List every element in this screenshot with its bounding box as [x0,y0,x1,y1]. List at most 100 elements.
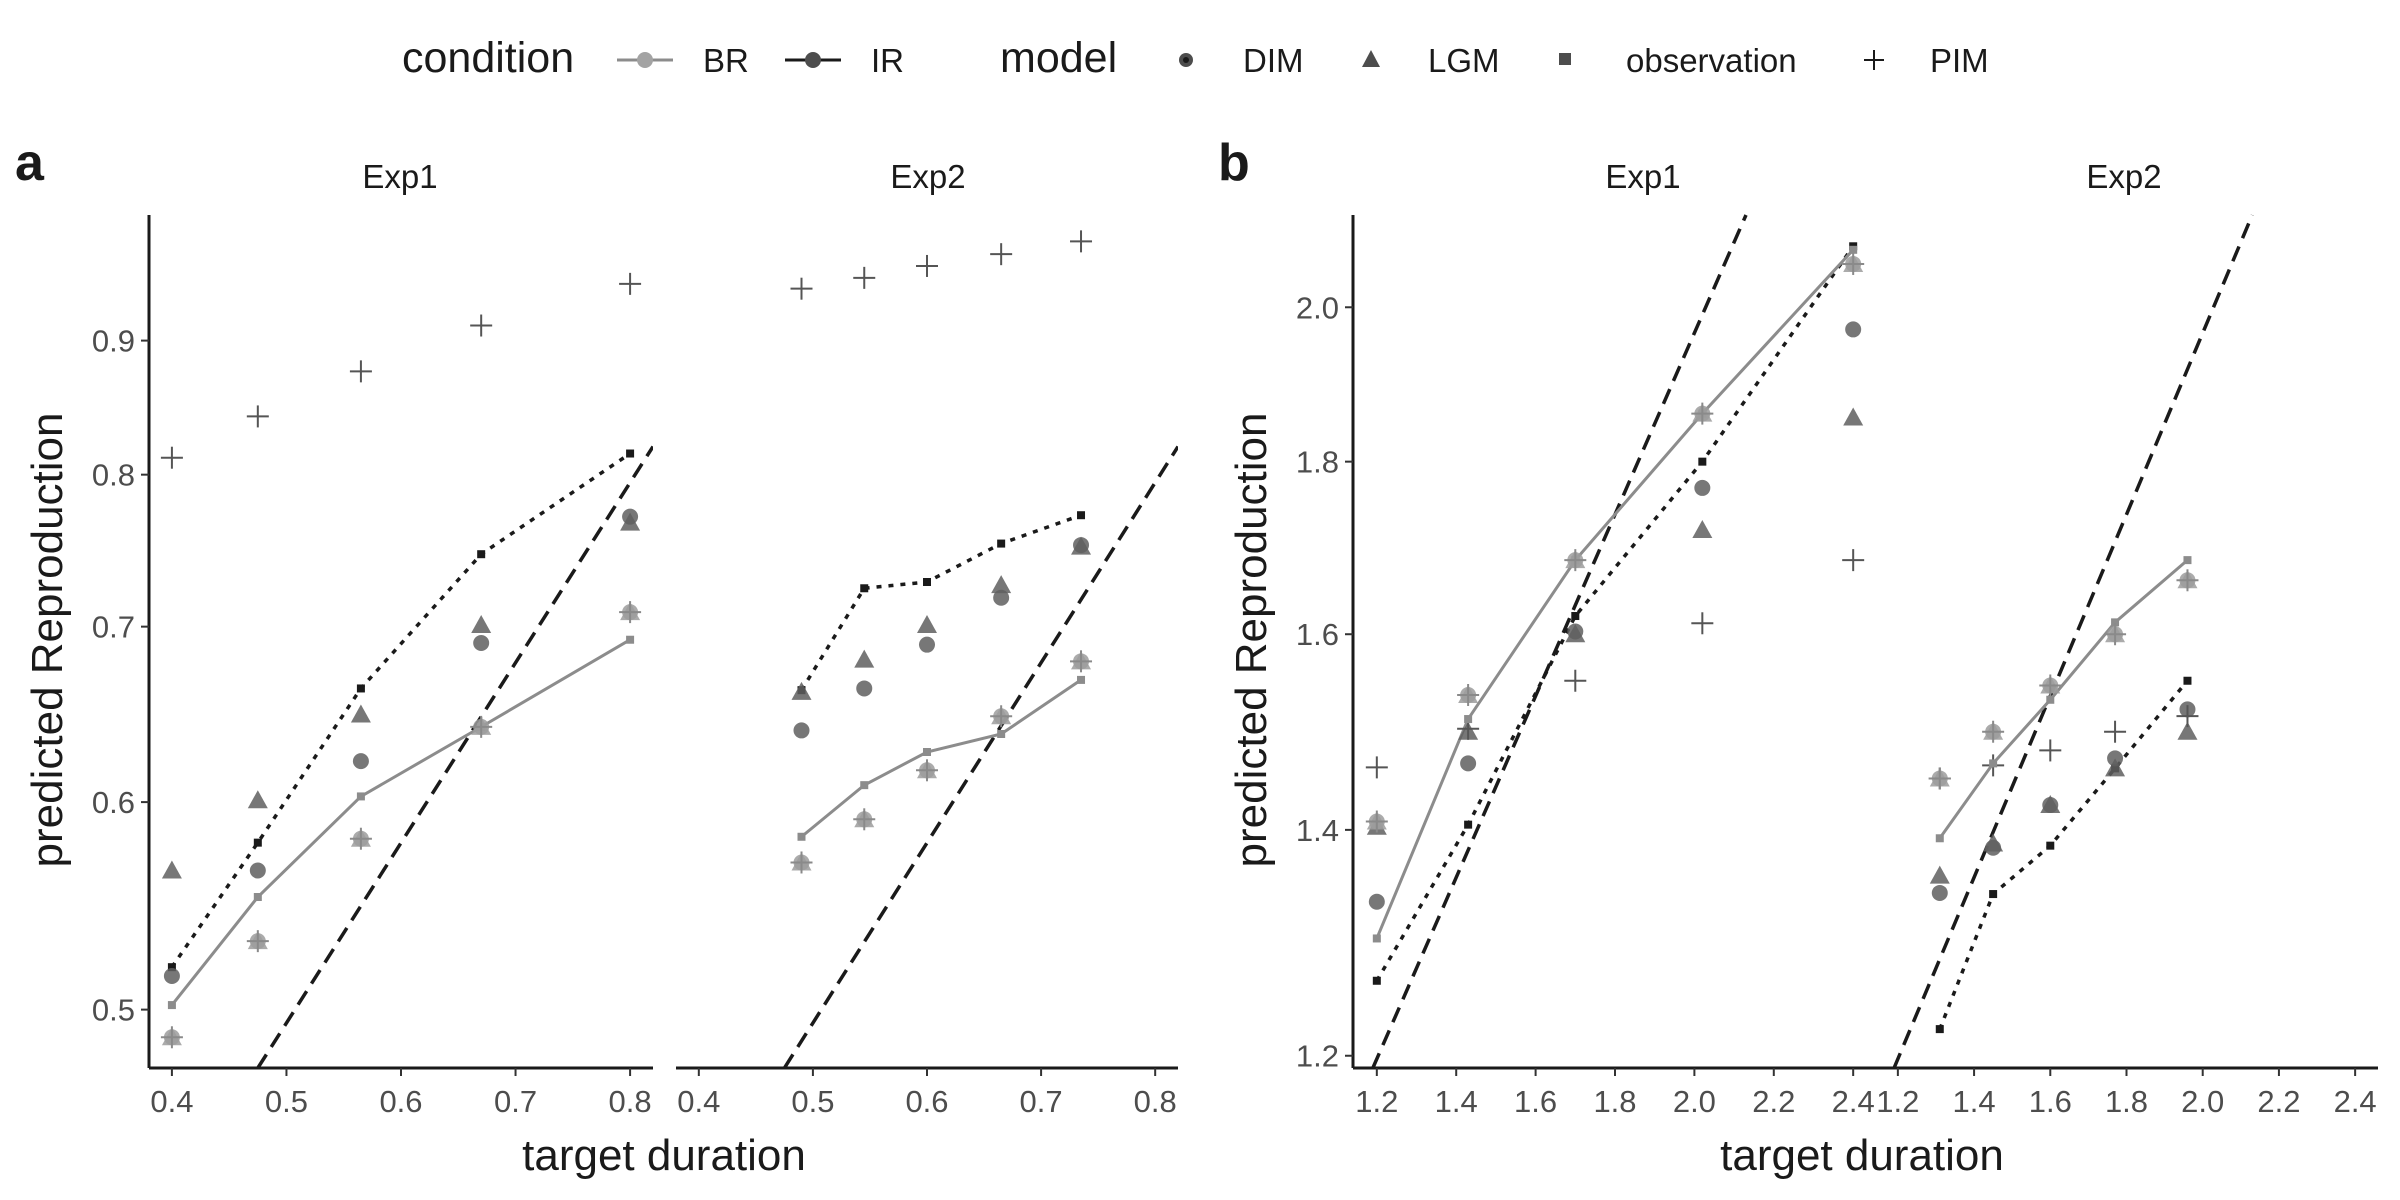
ir-observation-point [2046,841,2055,850]
x-tick-label: 1.6 [2029,1084,2072,1119]
br-pim-point [1982,720,2005,743]
ir-pim-point [619,272,642,295]
panel-a-letter: a [15,134,45,192]
ir-observation-point [477,550,486,559]
br-observation-line [170,638,631,1007]
ir-pim-point [790,277,813,300]
ir-lgm-point [791,681,812,700]
ir-pim-point [1564,669,1587,692]
identity-line [1892,214,2254,1068]
x-tick-label: 1.4 [1435,1084,1478,1119]
x-tick-label: 0.8 [609,1084,652,1119]
br-observation-point [356,792,365,801]
y-tick-label: 2.0 [1296,290,1339,325]
facet-exp1 [160,272,653,1068]
x-tick-label: 0.7 [1020,1084,1063,1119]
ir-lgm-point [1929,865,1950,884]
facet-exp1 [1365,214,1865,1068]
ir-lgm-point [1983,833,2004,852]
br-observation-point [626,635,635,644]
x-tick-label: 1.6 [1514,1084,1557,1119]
panel-b-ylabel: predicted Reproduction [1227,413,1276,868]
ir-observation-point [1698,457,1707,466]
x-tick-label: 0.8 [1134,1084,1177,1119]
ir-observation-line [1938,679,2189,1030]
x-tick-label: 0.6 [905,1084,948,1119]
ir-lgm-point [1692,519,1713,538]
br-pim-point [1691,402,1714,425]
br-pim-point [2104,623,2127,646]
ir-dim-point [249,862,266,879]
identity-line [256,445,653,1068]
facet-exp2 [782,230,1178,1068]
legend-label-lgm: LGM [1428,42,1500,79]
ir-pim-point [1070,230,1093,253]
ir-pim-point [853,266,876,289]
x-tick-label: 1.2 [1876,1084,1919,1119]
br-pim-point [619,601,642,624]
x-tick-label: 0.5 [265,1084,308,1119]
ir-dim-point [1460,755,1477,772]
ir-observation-point [167,963,176,972]
ir-pim-point [1842,549,1865,572]
y-tick-label: 0.9 [92,324,135,359]
ir-dim-point [2107,750,2124,767]
panel-a-exp1-strip: Exp1 [362,158,437,195]
br-observation-point [253,893,262,902]
legend-key-pim [1864,50,1884,70]
panel-a-xlabel: target duration [522,1131,806,1180]
panel-b-xlabel: target duration [1720,1131,2004,1180]
y-tick-label: 1.4 [1296,813,1339,848]
ir-lgm-point [2040,794,2061,813]
br-observation-point [167,1001,176,1010]
y-tick-label: 1.6 [1296,617,1339,652]
ir-lgm-point [620,512,641,531]
legend-key-lgm [1362,50,1380,67]
br-observation-point [1849,245,1858,254]
legend-key-br [617,52,673,68]
br-pim-point [1457,683,1480,706]
panel-b-exp1-strip: Exp1 [1605,158,1680,195]
y-tick-label: 0.7 [92,610,135,645]
x-tick-label: 0.4 [150,1084,193,1119]
br-pim-point [1564,549,1587,572]
br-pim-point [1365,810,1388,833]
y-tick-label: 0.6 [92,785,135,820]
ir-dim-point [163,967,180,984]
ir-pim-point [1691,612,1714,635]
identity-line [782,445,1178,1068]
ir-lgm-point [471,615,492,634]
br-observation-point [2183,556,2192,565]
facet-exp2 [1892,214,2254,1068]
ir-dim-point [919,636,935,653]
ir-pim-point [990,243,1013,266]
x-tick-label: 1.2 [1355,1084,1398,1119]
ir-observation-line [1375,245,1855,982]
ir-lgm-point [917,615,937,634]
br-pim-point [160,1026,183,1049]
ir-lgm-point [1565,624,1586,643]
ir-observation-point [626,449,635,458]
br-pim-point [853,808,876,831]
ir-dim-point [1368,893,1385,910]
ir-observation-point [1989,890,1998,899]
ir-dim-point [993,589,1010,606]
ir-observation-point [1372,976,1381,985]
ir-observation-point [1571,612,1580,621]
panel-a-exp2-strip: Exp2 [890,158,965,195]
ir-lgm-point [1843,407,1864,426]
br-pim-point [1070,650,1093,673]
br-observation-point [923,747,931,756]
panel-b-plot: 1.21.41.61.82.01.2 1.4 1.6 1.8 2.0 2.2 2.4 1.2 1… [1296,214,2378,1119]
x-tick-label: 0.4 [677,1084,720,1119]
br-pim-point [2176,569,2199,592]
br-observation-line [1938,558,2189,840]
br-pim-point [1842,252,1865,275]
ir-lgm-point [2177,721,2198,740]
br-observation-point [2111,618,2120,627]
ir-dim-point [1845,321,1862,338]
br-pim-point [990,705,1013,728]
ir-dim-point [1931,884,1948,901]
legend: condition BR IR model DIM LGM observatio… [402,34,1989,82]
